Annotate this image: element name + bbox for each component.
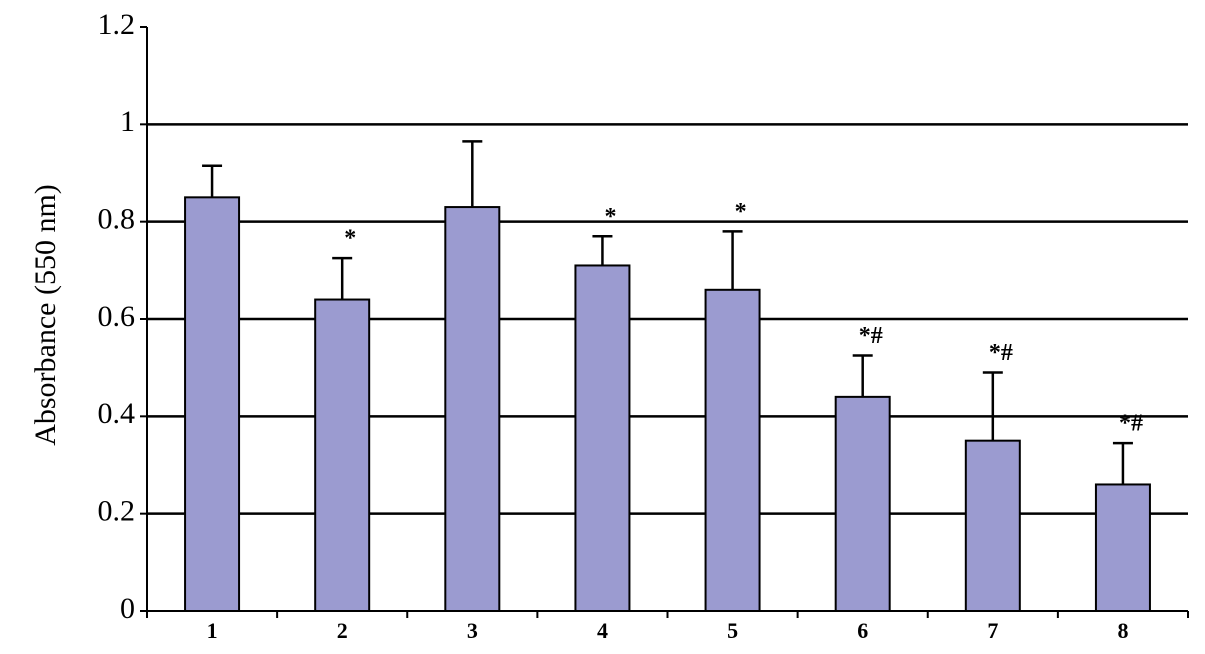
x-tick-label: 6 bbox=[857, 618, 868, 643]
x-tick-label: 4 bbox=[597, 618, 608, 643]
y-tick-label: 1 bbox=[120, 105, 135, 138]
x-tick-label: 7 bbox=[987, 618, 998, 643]
bar bbox=[964, 439, 1021, 612]
bar bbox=[574, 264, 631, 612]
y-tick-label: 1.2 bbox=[98, 8, 136, 41]
y-tick-label: 0.8 bbox=[98, 203, 136, 236]
x-tick-label: 3 bbox=[467, 618, 478, 643]
annotation: * bbox=[344, 226, 356, 252]
annotation: * bbox=[604, 204, 616, 230]
y-axis-label: Absorbance (550 nm) bbox=[29, 184, 62, 446]
x-tick-label: 1 bbox=[207, 618, 218, 643]
annotation: *# bbox=[859, 323, 883, 349]
annotation: * bbox=[735, 199, 747, 225]
x-tick-label: 5 bbox=[727, 618, 738, 643]
y-tick-label: 0 bbox=[120, 592, 135, 625]
bar bbox=[314, 298, 371, 612]
x-tick-label: 2 bbox=[337, 618, 348, 643]
bar bbox=[184, 196, 241, 612]
bar bbox=[1094, 483, 1151, 613]
bar bbox=[444, 206, 501, 612]
y-tick-label: 0.6 bbox=[98, 300, 136, 333]
x-tick-label: 8 bbox=[1117, 618, 1128, 643]
annotation: *# bbox=[1119, 411, 1143, 437]
bar bbox=[834, 395, 891, 612]
bar bbox=[704, 288, 761, 612]
y-tick-label: 0.2 bbox=[98, 495, 136, 528]
annotation: *# bbox=[989, 340, 1013, 366]
y-tick-label: 0.4 bbox=[98, 397, 136, 430]
